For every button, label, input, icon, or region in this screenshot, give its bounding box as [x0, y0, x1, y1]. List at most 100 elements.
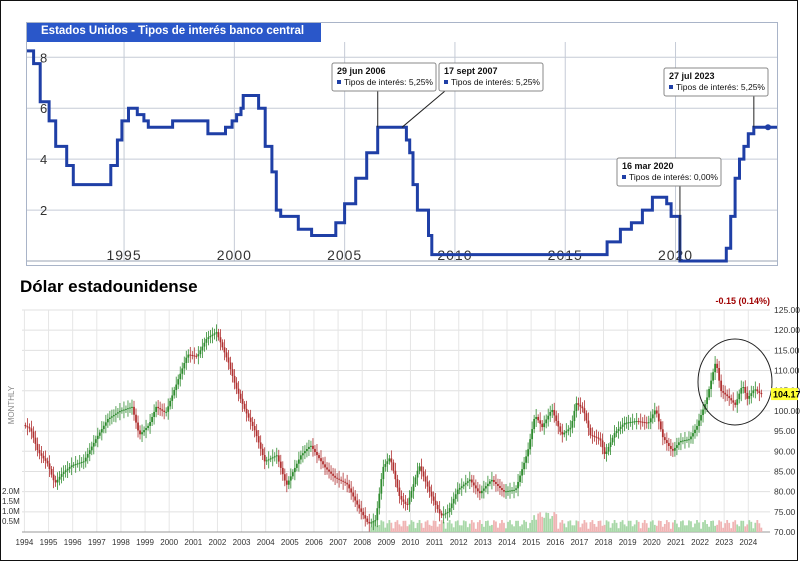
candle-body	[344, 481, 347, 483]
candle-body	[350, 488, 353, 493]
candle-body	[117, 412, 119, 414]
volume-bar	[384, 527, 387, 532]
volume-bar	[382, 521, 385, 532]
volume-bar	[462, 520, 465, 532]
volume-bar	[414, 528, 417, 532]
volume-bar	[396, 520, 399, 532]
volume-bar	[370, 526, 373, 532]
interest-rate-line	[27, 49, 777, 263]
volume-bar	[756, 520, 759, 532]
volume-bar	[404, 520, 407, 532]
volume-bar	[623, 524, 626, 532]
volume-bar	[613, 520, 616, 532]
candle-body	[484, 486, 487, 489]
candle-body	[123, 409, 125, 411]
candle-body	[281, 467, 284, 475]
candle-body	[100, 429, 103, 433]
volume-bar	[519, 526, 521, 532]
candle-body	[722, 391, 725, 393]
volume-bar	[533, 515, 536, 532]
candle-body	[293, 467, 296, 473]
candle-body	[378, 493, 381, 509]
volume-bar	[537, 513, 540, 532]
candle-body	[585, 413, 588, 421]
volume-tick-label: 1.0M	[2, 507, 20, 516]
candle-body	[255, 430, 258, 437]
candle-body	[185, 357, 188, 364]
candle-body	[543, 423, 546, 428]
volume-bar	[625, 526, 628, 532]
candle-body	[599, 438, 602, 441]
candle-body	[533, 418, 536, 430]
candle-body	[601, 440, 604, 448]
candle-body	[587, 420, 590, 428]
candle-body	[235, 382, 238, 389]
y-tick-label: 110.00	[774, 366, 800, 376]
candle-body	[338, 478, 340, 480]
candle-body	[706, 397, 708, 405]
candle-body	[106, 418, 109, 423]
volume-bar	[581, 523, 584, 532]
candle-body	[125, 408, 127, 410]
volume-bar	[754, 522, 757, 532]
candle-body	[368, 521, 371, 524]
candle-body	[734, 402, 737, 405]
volume-bar	[728, 522, 731, 532]
volume-bar	[551, 516, 554, 532]
volume-bar	[597, 521, 600, 532]
volume-bar	[601, 525, 604, 532]
volume-bar	[503, 522, 505, 532]
candle-body	[591, 435, 594, 437]
candle-body	[215, 332, 218, 334]
callout-legend-marker	[444, 80, 448, 84]
chart-title-bar: Estados Unidos - Tipos de interés banco …	[27, 23, 321, 42]
candle-body	[497, 483, 499, 486]
candle-body	[663, 437, 666, 441]
candle-body	[356, 500, 359, 505]
x-tick-label: 2023	[715, 538, 733, 547]
candle-body	[62, 472, 65, 475]
volume-bar	[595, 526, 598, 532]
volume-bar	[702, 522, 704, 532]
candle-body	[653, 410, 656, 415]
volume-bar	[655, 525, 658, 532]
candle-body	[370, 522, 373, 524]
candle-body	[464, 482, 467, 485]
candle-body	[52, 474, 55, 481]
candle-body	[446, 512, 449, 514]
volume-bar	[734, 520, 737, 532]
candle-body	[382, 466, 385, 480]
candle-body	[50, 468, 53, 475]
candle-body	[34, 437, 37, 444]
volume-bar	[521, 524, 523, 532]
candle-body	[70, 465, 73, 468]
x-tick-label: 2009	[377, 538, 395, 547]
volume-bar	[653, 524, 656, 532]
candle-body	[474, 485, 477, 489]
candle-body	[478, 491, 481, 494]
candle-body	[233, 375, 236, 383]
candle-body	[730, 398, 733, 401]
volume-bar	[464, 521, 467, 532]
y-tick-label: 75.00	[774, 507, 796, 517]
candle-body	[629, 421, 632, 423]
x-tick-label: 2000	[160, 538, 178, 547]
candle-body	[376, 508, 379, 521]
volume-bar	[388, 520, 391, 532]
volume-bar	[499, 523, 501, 532]
candle-body	[641, 421, 644, 423]
volume-bar	[688, 520, 690, 532]
volume-bar	[563, 523, 566, 532]
x-tick-label: 2007	[329, 538, 347, 547]
volume-bar	[665, 520, 668, 532]
candle-body	[352, 492, 355, 497]
callout-value: Tipos de interés: 5,25%	[676, 82, 765, 92]
candle-body	[60, 474, 63, 477]
candle-body	[358, 504, 361, 509]
candle-body	[726, 394, 729, 397]
candle-body	[633, 421, 636, 423]
candle-body	[476, 488, 479, 492]
candle-body	[245, 408, 248, 414]
candle-body	[267, 459, 270, 461]
